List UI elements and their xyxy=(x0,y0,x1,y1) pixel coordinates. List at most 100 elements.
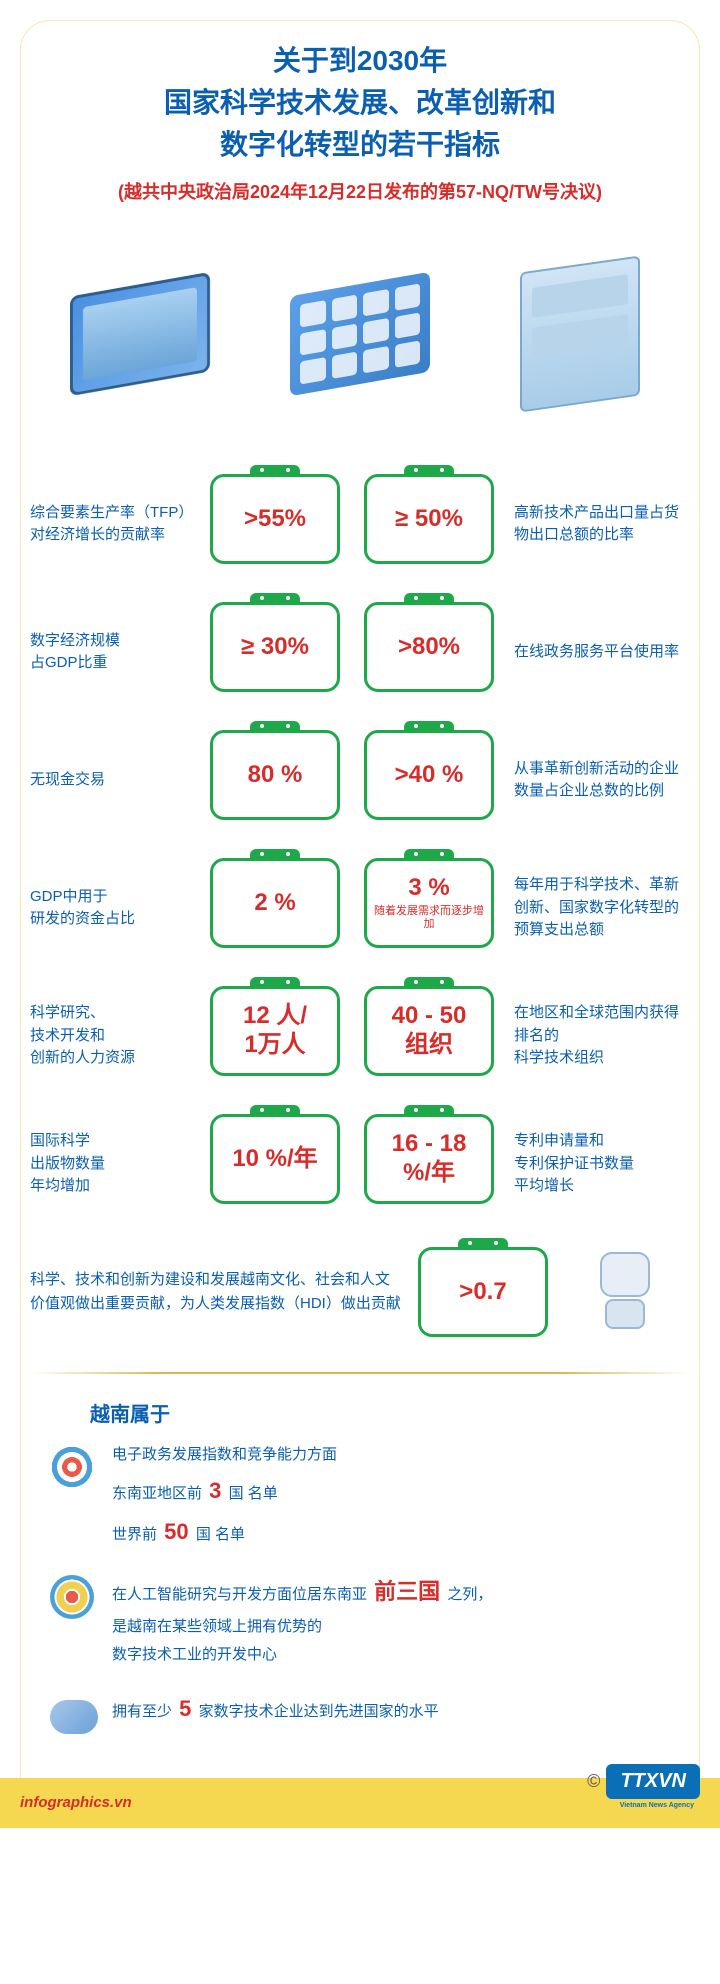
metric-left-label: 国际科学 出版物数量 年均增加 xyxy=(30,1114,210,1214)
ranking-text: 在人工智能研究与开发方面位居东南亚 前三国 之列，是越南在某些领域上拥有优势的数… xyxy=(112,1571,690,1670)
metric-left-value: ≥ 30% xyxy=(241,633,309,662)
ranking-line: 数字技术工业的开发中心 xyxy=(112,1641,690,1670)
highlight-number: 5 xyxy=(176,1696,194,1721)
highlight-number: 3 xyxy=(206,1478,224,1503)
box-tab-icon xyxy=(250,593,300,605)
subtitle: (越共中央政治局2024年12月22日发布的第57-NQ/TW号决议) xyxy=(30,178,690,204)
metric-right-label: 在线政务服务平台使用率 xyxy=(494,602,690,702)
ranking-line: 东南亚地区前 3 国 名单 xyxy=(112,1470,690,1512)
metric-left-value: 80 % xyxy=(248,761,303,790)
hdi-label: 科学、技术和创新为建设和发展越南文化、社会和人文价值观做出重要贡献，为人类发展指… xyxy=(30,1268,418,1316)
metric-left-value: >55% xyxy=(244,505,306,534)
box-tab-icon xyxy=(404,1105,454,1117)
metric-right-label: 专利申请量和 专利保护证书数量 平均增长 xyxy=(494,1114,690,1214)
box-tab-icon xyxy=(404,721,454,733)
metric-right-box: ≥ 50% xyxy=(364,474,494,564)
ranking-line: 世界前 50 国 名单 xyxy=(112,1511,690,1553)
logo-subtitle: Vietnam News Agency xyxy=(618,1802,696,1809)
metric-right-box: >40 % xyxy=(364,730,494,820)
hero-illustration xyxy=(30,224,690,444)
metric-left-label: 科学研究、 技术开发和 创新的人力资源 xyxy=(30,986,210,1086)
metric-boxes: 80 % >40 % xyxy=(210,730,494,830)
ranking-line: 在人工智能研究与开发方面位居东南亚 前三国 之列， xyxy=(112,1571,690,1613)
hdi-value-box: >0.7 xyxy=(418,1247,548,1337)
box-tab-icon xyxy=(250,849,300,861)
metric-left-value: 10 %/年 xyxy=(232,1145,317,1174)
metric-boxes: 2 % 3 %随着发展需求而逐步增加 xyxy=(210,858,494,958)
metric-row: 数字经济规模 占GDP比重 ≥ 30% >80% 在线政务服务平台使用率 xyxy=(30,602,690,702)
main-title: 关于到2030年 国家科学技术发展、改革创新和 数字化转型的若干指标 xyxy=(30,40,690,166)
box-tab-icon xyxy=(404,849,454,861)
metric-right-subtext: 随着发展需求而逐步增加 xyxy=(367,905,491,931)
ranking-line: 是越南在某些领域上拥有优势的 xyxy=(112,1613,690,1642)
ranking-item: 电子政务发展指数和竞争能力方面东南亚地区前 3 国 名单世界前 50 国 名单 xyxy=(30,1441,690,1553)
hero-apps-icon xyxy=(260,244,460,424)
ranking-item: 在人工智能研究与开发方面位居东南亚 前三国 之列，是越南在某些领域上拥有优势的数… xyxy=(30,1571,690,1670)
metric-left-label: 数字经济规模 占GDP比重 xyxy=(30,602,210,702)
metric-boxes: 10 %/年 16 - 18 %/年 xyxy=(210,1114,494,1214)
box-tab-icon xyxy=(404,465,454,477)
metric-right-value: >40 % xyxy=(395,761,464,790)
metric-right-box: 3 %随着发展需求而逐步增加 xyxy=(364,858,494,948)
metric-left-box: 80 % xyxy=(210,730,340,820)
metric-boxes: >55% ≥ 50% xyxy=(210,474,494,574)
metric-boxes: ≥ 30% >80% xyxy=(210,602,494,702)
ranking-text: 电子政务发展指数和竞争能力方面东南亚地区前 3 国 名单世界前 50 国 名单 xyxy=(112,1441,690,1553)
title-line-3: 数字化转型的若干指标 xyxy=(30,124,690,166)
metric-right-label: 从事革新创新活动的企业数量占企业总数的比例 xyxy=(494,730,690,830)
metric-row: 科学研究、 技术开发和 创新的人力资源 12 人/ 1万人 40 - 50 组织在地… xyxy=(30,986,690,1086)
ranking-text: 拥有至少 5 家数字技术企业达到先进国家的水平 xyxy=(112,1688,690,1730)
metric-row: 综合要素生产率（TFP）对经济增长的贡献率 >55% ≥ 50% 高新技术产品出口量占… xyxy=(30,474,690,574)
box-tab-icon xyxy=(404,977,454,989)
metric-right-value: 3 % xyxy=(408,874,449,903)
metric-right-value: >80% xyxy=(398,633,460,662)
hero-server-icon xyxy=(480,244,680,424)
title-line-1: 关于到2030年 xyxy=(30,40,690,82)
metric-right-box: 40 - 50 组织 xyxy=(364,986,494,1076)
metric-right-box: 16 - 18 %/年 xyxy=(364,1114,494,1204)
box-tab-icon xyxy=(250,465,300,477)
section-divider xyxy=(30,1372,690,1374)
metric-left-label: GDP中用于 研发的资金占比 xyxy=(30,858,210,958)
ranking-line: 电子政务发展指数和竞争能力方面 xyxy=(112,1441,690,1470)
box-tab-icon xyxy=(250,977,300,989)
robot-illustration xyxy=(560,1242,690,1342)
box-tab-icon xyxy=(250,721,300,733)
metric-left-box: 12 人/ 1万人 xyxy=(210,986,340,1076)
hero-screen-icon xyxy=(40,244,240,424)
ranking-line: 拥有至少 5 家数字技术企业达到先进国家的水平 xyxy=(112,1688,690,1730)
metric-left-label: 无现金交易 xyxy=(30,730,210,830)
metric-row: GDP中用于 研发的资金占比 2 % 3 %随着发展需求而逐步增加每年用于科学技术、… xyxy=(30,858,690,958)
box-tab-icon xyxy=(458,1238,508,1250)
cloud-icon xyxy=(50,1692,98,1740)
box-tab-icon xyxy=(404,593,454,605)
metric-right-label: 在地区和全球范围内获得排名的 科学技术组织 xyxy=(494,986,690,1086)
metric-left-label: 综合要素生产率（TFP）对经济增长的贡献率 xyxy=(30,474,210,574)
ai-icon xyxy=(50,1575,98,1623)
metric-left-box: ≥ 30% xyxy=(210,602,340,692)
metric-left-box: 10 %/年 xyxy=(210,1114,340,1204)
metric-row: 国际科学 出版物数量 年均增加 10 %/年 16 - 18 %/年专利申请量和 专… xyxy=(30,1114,690,1214)
target-icon xyxy=(50,1445,98,1493)
metric-right-value: ≥ 50% xyxy=(395,505,463,534)
ranking-item: 拥有至少 5 家数字技术企业达到先进国家的水平 xyxy=(30,1688,690,1740)
footer-bar: infographics.vn © TTXVN Vietnam News Age… xyxy=(0,1778,720,1828)
rankings-header: 越南属于 xyxy=(90,1398,690,1427)
metric-right-box: >80% xyxy=(364,602,494,692)
metric-left-box: 2 % xyxy=(210,858,340,948)
footer-source: infographics.vn xyxy=(20,1794,132,1811)
metric-right-value: 16 - 18 %/年 xyxy=(392,1130,467,1188)
hdi-value: >0.7 xyxy=(459,1278,506,1307)
metric-left-value: 12 人/ 1万人 xyxy=(243,1002,307,1060)
metric-right-label: 高新技术产品出口量占货物出口总额的比率 xyxy=(494,474,690,574)
metric-left-box: >55% xyxy=(210,474,340,564)
highlight-number: 50 xyxy=(161,1519,191,1544)
title-line-2: 国家科学技术发展、改革创新和 xyxy=(30,82,690,124)
metric-right-label: 每年用于科学技术、革新创新、国家数字化转型的预算支出总额 xyxy=(494,858,690,958)
metric-right-value: 40 - 50 组织 xyxy=(392,1002,467,1060)
box-tab-icon xyxy=(250,1105,300,1117)
hdi-metric-row: 科学、技术和创新为建设和发展越南文化、社会和人文价值观做出重要贡献，为人类发展指… xyxy=(30,1242,690,1342)
metric-left-value: 2 % xyxy=(254,889,295,918)
highlight-number: 前三国 xyxy=(371,1579,443,1604)
metric-row: 无现金交易 80 % >40 % 从事革新创新活动的企业数量占企业总数的比例 xyxy=(30,730,690,830)
